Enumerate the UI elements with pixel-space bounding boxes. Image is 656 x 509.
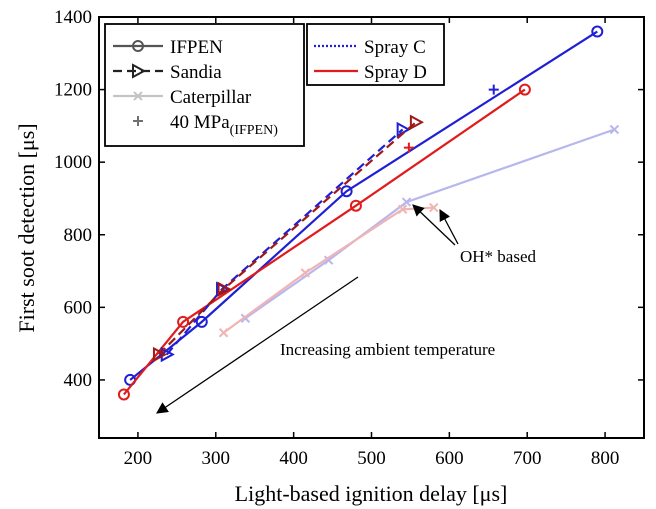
series-sandia-spray-d xyxy=(152,114,424,363)
legend-marker xyxy=(133,116,143,126)
data-point xyxy=(349,199,362,212)
legend-marker xyxy=(133,91,143,101)
legend-item-spray-d: Spray D xyxy=(314,62,427,83)
data-point xyxy=(160,346,175,363)
x-tick-label: 800 xyxy=(591,448,620,469)
data-point xyxy=(300,268,311,278)
legend-label: Spray C xyxy=(364,37,426,58)
oh-based-label: OH* based xyxy=(460,247,537,266)
legend-box xyxy=(306,23,445,86)
axis-ticks: 200 300 400 500 600 700 800 400 600 800 1000 1200 14… xyxy=(54,7,644,469)
x-tick-label: 200 xyxy=(124,448,153,469)
x-tick-label: 600 xyxy=(435,448,464,469)
x-axis-label: Light-based ignition delay [μs] xyxy=(235,481,508,506)
legend-sprays: Spray C Spray D xyxy=(306,23,445,86)
data-point xyxy=(429,202,439,213)
y-axis-label: First soot detection [μs] xyxy=(14,123,39,332)
legend-label: Sandia xyxy=(170,62,222,83)
data-point xyxy=(323,255,334,265)
data-point xyxy=(218,328,229,338)
data-point xyxy=(177,315,190,328)
x-tick-label: 300 xyxy=(202,448,231,469)
legend-label: Spray D xyxy=(364,62,427,83)
legend-item-sandia: Sandia xyxy=(113,62,222,83)
oh-arrow xyxy=(439,208,459,245)
legend-label: IFPEN xyxy=(170,37,223,58)
legend-marker xyxy=(132,63,147,79)
legend-item-spray-c: Spray C xyxy=(314,37,426,58)
legend-item-caterpillar: Caterpillar xyxy=(113,87,252,108)
legend-label: Caterpillar xyxy=(170,87,252,108)
data-point xyxy=(340,185,353,198)
data-point xyxy=(609,124,620,135)
temperature-arrow xyxy=(156,276,359,414)
annotations: OH* based Increasing ambient temperature xyxy=(156,204,537,414)
data-point xyxy=(488,84,499,95)
data-point xyxy=(195,315,208,328)
series-40mpa-spray-c xyxy=(488,84,499,95)
data-point xyxy=(591,25,604,38)
data-point xyxy=(409,114,424,130)
y-tick-label: 600 xyxy=(64,297,93,318)
data-point xyxy=(117,388,130,401)
series-line xyxy=(165,128,404,356)
x-tick-label: 700 xyxy=(513,448,542,469)
x-tick-label: 400 xyxy=(279,448,308,469)
data-point xyxy=(397,204,408,215)
data-point xyxy=(403,142,414,153)
data-point xyxy=(518,83,531,96)
legend-marker xyxy=(132,40,144,52)
y-tick-label: 1000 xyxy=(54,152,92,173)
data-point xyxy=(217,281,232,297)
legend-item-ifpen: IFPEN xyxy=(113,37,223,58)
series-line xyxy=(158,121,417,356)
x-tick-label: 500 xyxy=(357,448,386,469)
data-point xyxy=(401,197,412,207)
series-40mpa-spray-d xyxy=(403,142,414,153)
y-tick-label: 1200 xyxy=(54,80,92,101)
y-tick-label: 800 xyxy=(64,225,93,246)
y-tick-label: 400 xyxy=(64,370,93,391)
series-line xyxy=(222,206,434,334)
series-line xyxy=(244,128,615,320)
y-tick-label: 1400 xyxy=(54,7,92,28)
oh-arrow xyxy=(412,204,456,246)
data-point xyxy=(152,346,168,363)
temperature-label: Increasing ambient temperature xyxy=(280,340,495,359)
